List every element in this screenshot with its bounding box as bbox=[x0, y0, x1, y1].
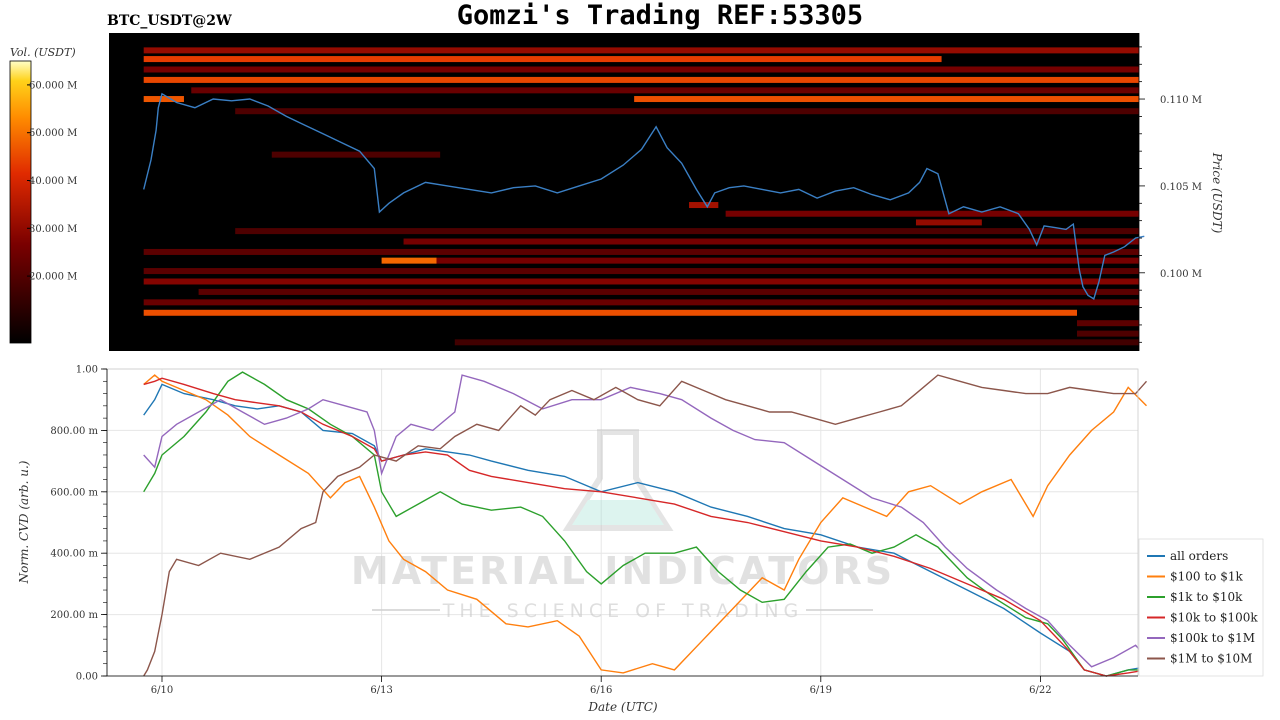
cvd-x-tick-label: 6/19 bbox=[810, 685, 832, 696]
cvd-series bbox=[143, 371, 1148, 677]
cvd-xlabel: Date (UTC) bbox=[587, 700, 657, 714]
liquidity-band bbox=[198, 288, 1140, 295]
colorbar-tick-label: 50.000 M bbox=[29, 128, 77, 139]
liquidity-band bbox=[454, 339, 1139, 346]
cvd-x-tick-label: 6/16 bbox=[590, 685, 612, 696]
colorbar-label: Vol. (USDT) bbox=[10, 46, 76, 59]
cvd-y-tick-label: 1.00 bbox=[76, 365, 98, 376]
legend-label: $1k to $10k bbox=[1170, 590, 1243, 604]
liquidity-band bbox=[436, 257, 1139, 264]
watermark-tagline: THE SCIENCE OF TRADING bbox=[442, 600, 804, 622]
heatmap-tick-label: 0.100 M bbox=[1160, 269, 1202, 280]
legend-box bbox=[1138, 538, 1264, 677]
liquidity-band bbox=[143, 248, 1139, 255]
liquidity-band bbox=[143, 47, 1139, 54]
liquidity-band bbox=[725, 210, 1139, 217]
colorbar-ticks: 20.000 M 30.000 M 40.000 M 50.000 M 60.000 M bbox=[27, 80, 77, 283]
liquidity-band bbox=[235, 228, 1139, 235]
cvd-x-tick-label: 6/10 bbox=[151, 685, 173, 696]
heatmap-ylabel: Price (USDT) bbox=[1210, 152, 1224, 234]
liquidity-heatmap bbox=[109, 33, 1145, 351]
colorbar-gradient bbox=[9, 60, 32, 344]
heatmap-tick-label: 0.105 M bbox=[1160, 182, 1202, 193]
cvd-x-tick-label: 6/22 bbox=[1029, 685, 1051, 696]
series-line-3 bbox=[143, 377, 1147, 677]
series-line-5 bbox=[143, 374, 1148, 677]
liquidity-band bbox=[143, 66, 1139, 73]
liquidity-band bbox=[143, 96, 184, 103]
cvd-x-tick-label: 6/13 bbox=[370, 685, 392, 696]
cvd-y-tick-label: 200.00 m bbox=[50, 610, 98, 621]
chart-title: Gomzi's Trading REF:53305 bbox=[457, 0, 863, 31]
series-line-2 bbox=[143, 371, 1147, 677]
liquidity-band bbox=[191, 87, 1139, 94]
liquidity-band bbox=[271, 151, 441, 158]
legend-label: all orders bbox=[1170, 549, 1228, 563]
legend: all orders $100 to $1k $1k to $10k $10k to … bbox=[1138, 538, 1264, 677]
colorbar-tick-label: 60.000 M bbox=[29, 80, 77, 91]
liquidity-band bbox=[689, 202, 719, 209]
liquidity-band bbox=[915, 219, 982, 226]
cvd-y-tick-label: 400.00 m bbox=[50, 549, 98, 560]
chart-subtitle: BTC_USDT@2W bbox=[107, 13, 232, 29]
heatmap-price-axis: 0.100 M 0.105 M 0.110 M bbox=[1138, 33, 1202, 351]
series-line-1 bbox=[143, 374, 1147, 674]
colorbar-tick-label: 40.000 M bbox=[29, 176, 77, 187]
legend-label: $100 to $1k bbox=[1170, 570, 1243, 584]
watermark-brand: MATERIAL INDICATORS bbox=[351, 549, 895, 593]
liquidity-band bbox=[143, 56, 942, 63]
cvd-ylabel: Norm. CVD (arb. u.) bbox=[17, 460, 31, 584]
legend-label: $10k to $100k bbox=[1170, 611, 1258, 625]
cvd-axes: 0.00 200.00 m 400.00 m 600.00 m 800.00 m 1.00… bbox=[50, 365, 1138, 696]
liquidity-band bbox=[143, 278, 1139, 285]
liquidity-band bbox=[143, 309, 1077, 316]
cvd-y-tick-label: 0.00 bbox=[76, 672, 98, 683]
legend-label: $100k to $1M bbox=[1170, 631, 1255, 645]
liquidity-band bbox=[1077, 330, 1139, 337]
legend-label: $1M to $10M bbox=[1170, 652, 1252, 666]
series-line-0 bbox=[143, 383, 1147, 677]
cvd-y-tick-label: 600.00 m bbox=[50, 487, 98, 498]
liquidity-band bbox=[403, 238, 1139, 245]
flask-logo-icon bbox=[562, 429, 674, 531]
colorbar-tick-label: 20.000 M bbox=[29, 272, 77, 283]
cvd-y-tick-label: 800.00 m bbox=[50, 426, 98, 437]
liquidity-band bbox=[143, 299, 1139, 306]
liquidity-band bbox=[1077, 320, 1139, 327]
liquidity-band bbox=[381, 257, 437, 264]
liquidity-band bbox=[235, 108, 1139, 115]
colorbar-tick-label: 30.000 M bbox=[29, 224, 77, 235]
liquidity-band bbox=[143, 76, 1139, 83]
price-line bbox=[143, 92, 1145, 300]
heatmap-background bbox=[109, 33, 1139, 351]
liquidity-band bbox=[143, 268, 1139, 275]
watermark: MATERIAL INDICATORS THE SCIENCE OF TRADI… bbox=[351, 429, 895, 622]
heatmap-tick-label: 0.110 M bbox=[1160, 95, 1202, 106]
liquidity-band bbox=[634, 96, 1139, 103]
series-line-4 bbox=[143, 374, 1148, 668]
